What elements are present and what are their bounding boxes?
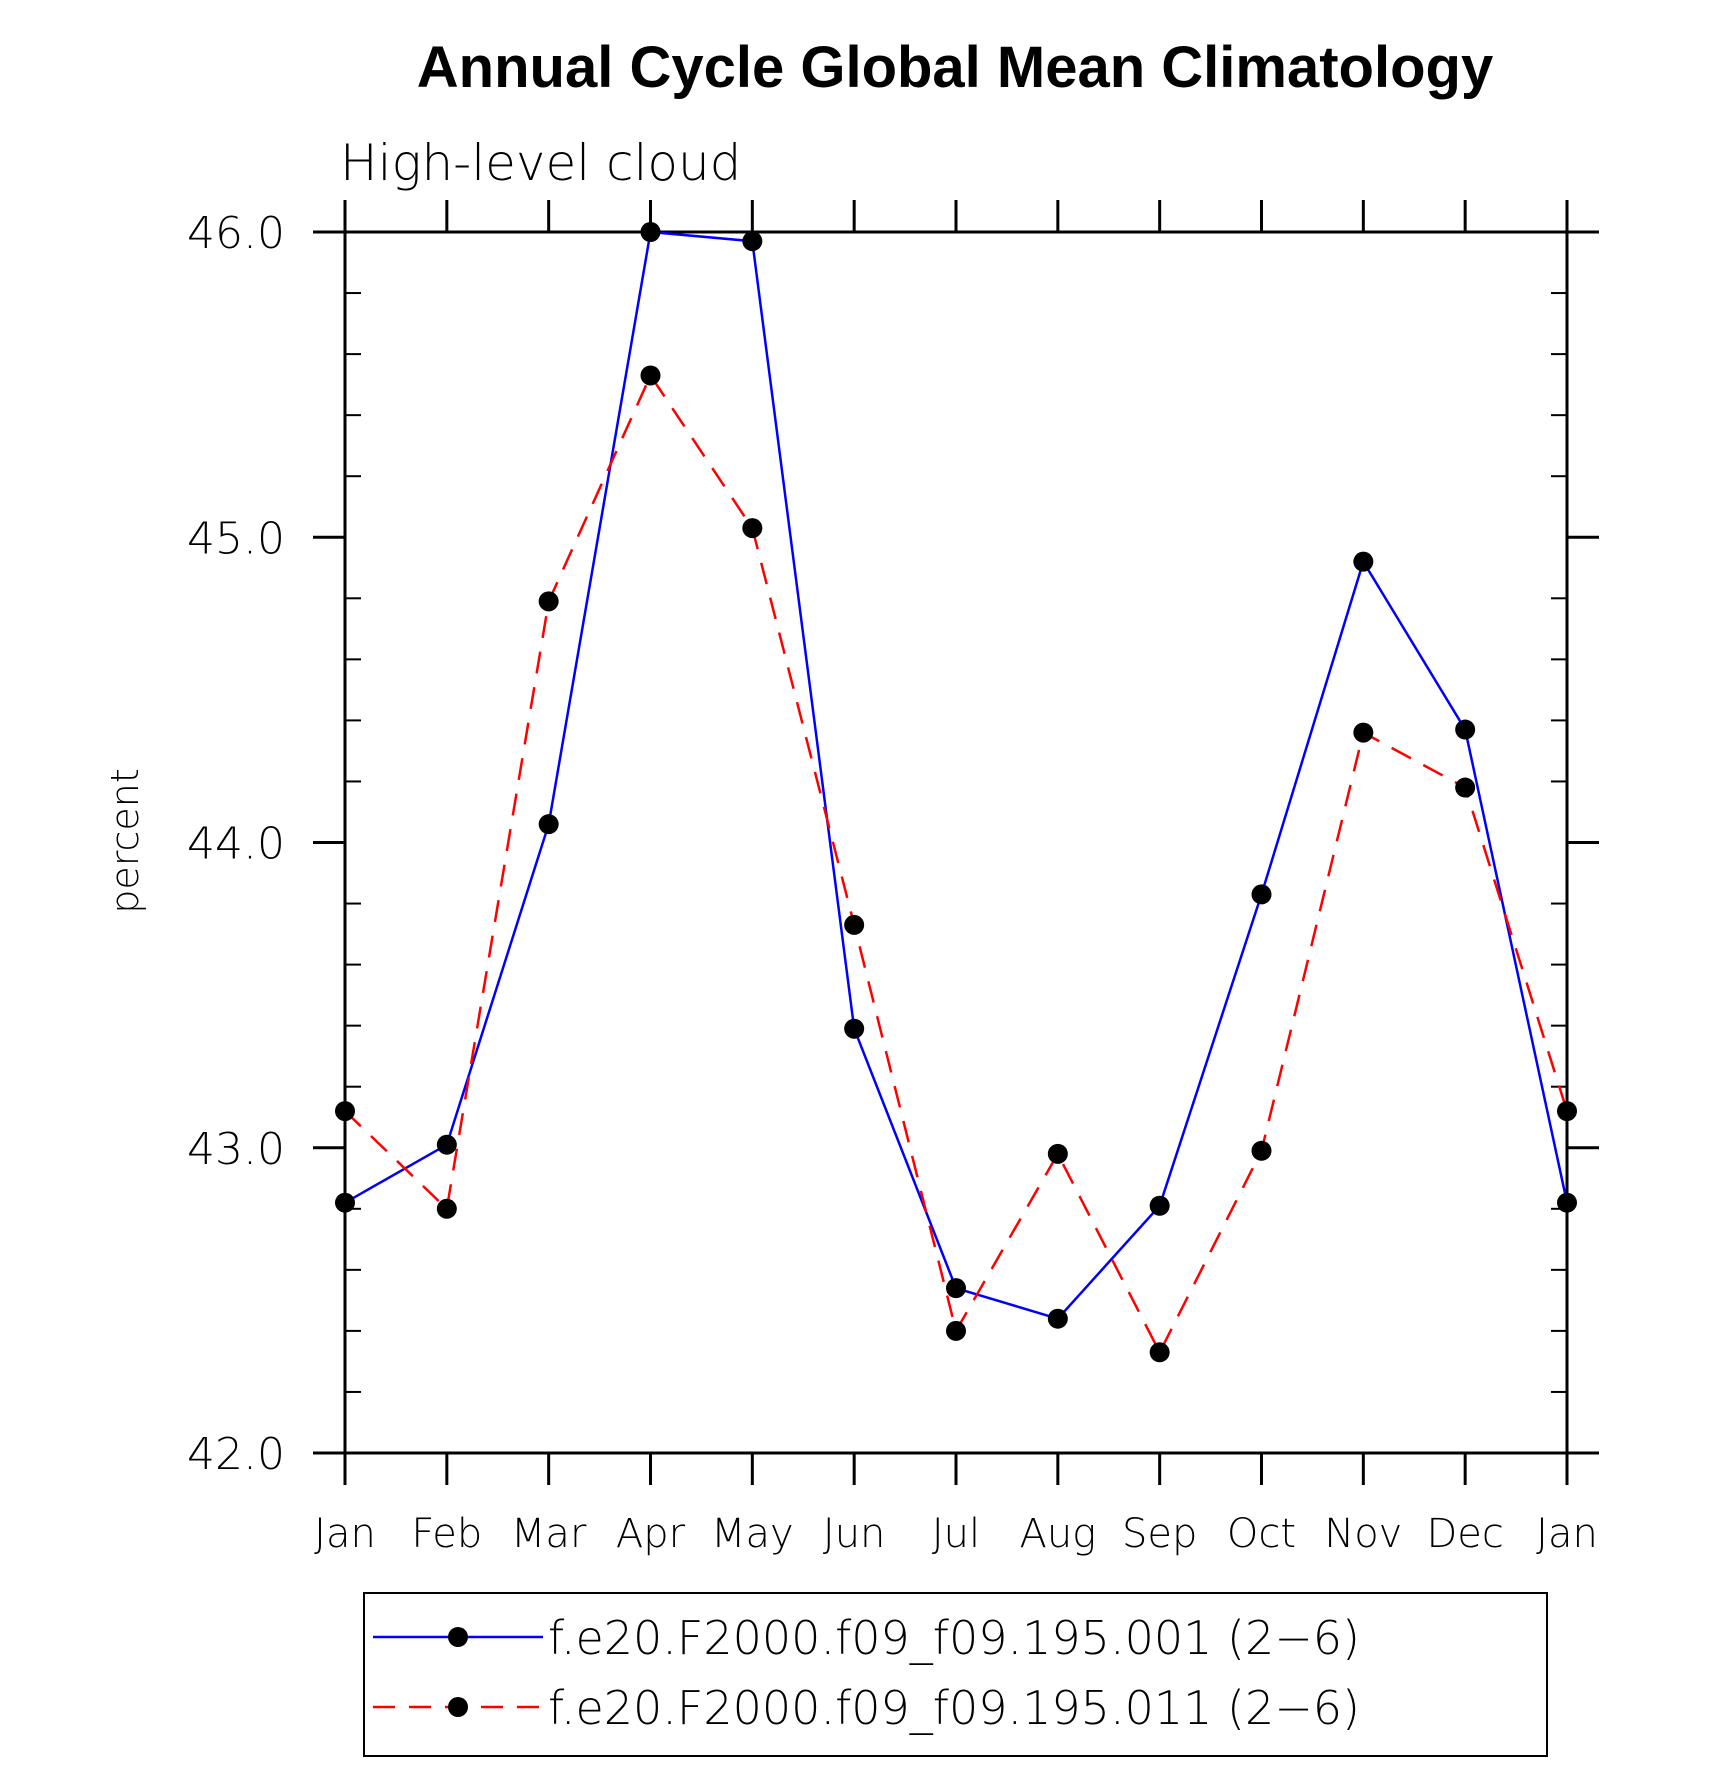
- x-tick-label: Feb: [411, 1511, 482, 1557]
- x-tick-label: May: [711, 1511, 794, 1557]
- data-point: [1353, 551, 1374, 572]
- data-point: [742, 231, 763, 252]
- legend-label-2: f.e20.F2000.f09_f09.195.011 (2−6): [548, 1681, 1360, 1735]
- data-point: [1251, 1140, 1272, 1161]
- x-tick-label: Jan: [1536, 1511, 1598, 1557]
- data-point: [1047, 1143, 1068, 1164]
- data-point: [844, 914, 865, 935]
- data-point: [1557, 1101, 1577, 1122]
- data-point: [436, 1134, 457, 1155]
- data-point: [1455, 777, 1476, 798]
- legend-marker-1: [448, 1627, 468, 1647]
- y-tick-label: 46.0: [187, 208, 285, 259]
- data-point: [946, 1278, 966, 1299]
- data-point: [844, 1018, 865, 1039]
- series-line-2: [344, 372, 1569, 1356]
- legend-marker-2: [448, 1697, 468, 1717]
- data-point: [1149, 1195, 1170, 1216]
- x-tick-label: Nov: [1324, 1511, 1402, 1557]
- data-point: [538, 591, 559, 612]
- data-point: [640, 222, 661, 242]
- y-tick-label: 45.0: [187, 513, 285, 564]
- series-line-1: [344, 230, 1569, 1321]
- x-tick-label: Sep: [1122, 1511, 1197, 1557]
- x-tick-label: Mar: [511, 1511, 587, 1557]
- x-tick-label: Jun: [823, 1511, 886, 1557]
- data-point: [1455, 719, 1476, 740]
- x-tick-label: Aug: [1019, 1511, 1096, 1557]
- data-point: [1353, 722, 1374, 743]
- y-axis-label: percent: [103, 768, 147, 914]
- data-point: [538, 814, 559, 835]
- series-markers: [335, 222, 1577, 1363]
- data-point: [335, 1101, 355, 1122]
- y-tick-label: 42.0: [187, 1429, 285, 1480]
- y-tick-label: 43.0: [187, 1124, 285, 1175]
- data-point: [1047, 1308, 1068, 1329]
- chart-title: Annual Cycle Global Mean Climatology: [417, 35, 1493, 100]
- data-point: [436, 1198, 457, 1219]
- chart-subtitle: High-level cloud: [340, 134, 741, 192]
- axis-tick-labels: Jan Feb Mar Apr May Jun Jul Aug Sep Oct Nov Dec Jan 4…: [187, 208, 1598, 1557]
- data-point: [946, 1320, 966, 1341]
- data-point: [1149, 1342, 1170, 1363]
- data-point: [335, 1192, 355, 1213]
- legend-label-1: f.e20.F2000.f09_f09.195.001 (2−6): [548, 1611, 1360, 1665]
- legend-box: [363, 1592, 1548, 1757]
- data-point: [1251, 884, 1272, 905]
- legend: f.e20.F2000.f09_f09.195.001 (2−6) f.e20.F…: [363, 1592, 1548, 1757]
- data-point: [742, 518, 763, 539]
- data-point: [1557, 1192, 1577, 1213]
- x-tick-label: Jan: [314, 1511, 376, 1557]
- plot-frame: [343, 230, 1569, 1455]
- x-tick-label: Jul: [932, 1511, 980, 1557]
- data-point: [640, 365, 661, 386]
- x-tick-label: Apr: [616, 1511, 686, 1557]
- series-lines: [344, 230, 1569, 1356]
- x-tick-label: Oct: [1227, 1511, 1296, 1557]
- y-tick-label: 44.0: [187, 819, 285, 870]
- axis-ticks: [313, 200, 1599, 1485]
- x-tick-label: Dec: [1426, 1511, 1503, 1557]
